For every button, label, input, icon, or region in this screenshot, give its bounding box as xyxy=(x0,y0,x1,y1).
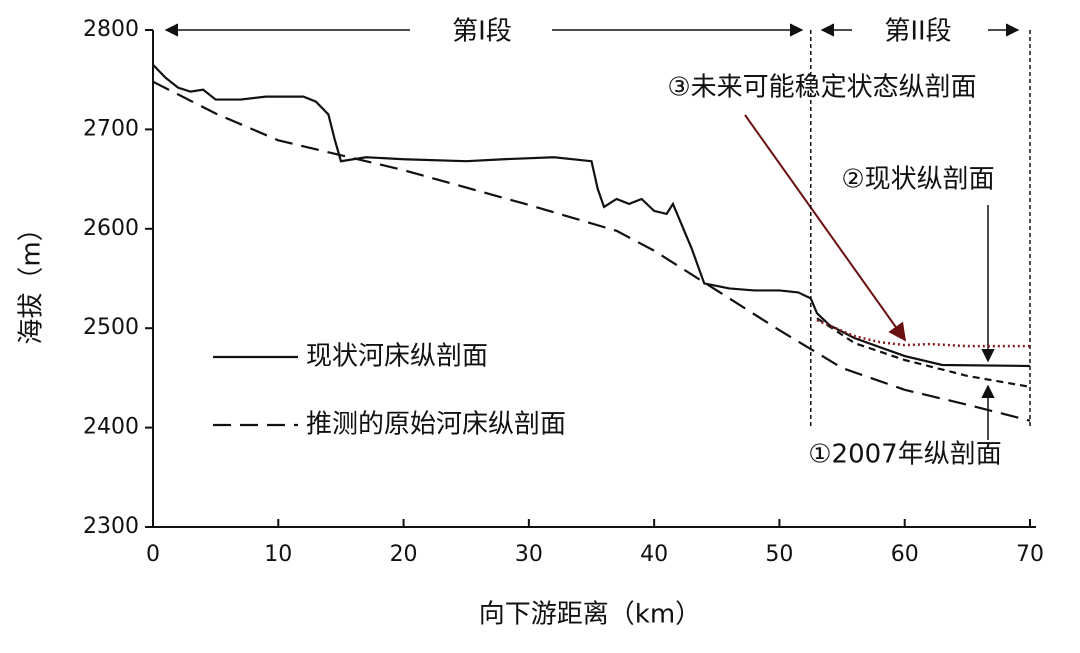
x-tick-label: 0 xyxy=(146,542,160,567)
arrow xyxy=(744,114,907,342)
y-axis-label: 海拔（m） xyxy=(17,215,47,344)
x-tick-label: 10 xyxy=(264,542,292,567)
legend-label: 现状河床纵剖面 xyxy=(306,342,488,372)
annotation: ②现状纵剖面 xyxy=(841,165,994,195)
series-line xyxy=(816,317,1031,388)
series-line xyxy=(816,319,1030,348)
annotation: 第I段 xyxy=(452,17,512,47)
y-tick-label: 2700 xyxy=(83,116,139,141)
series-annotation: ①2007年纵剖面 xyxy=(808,440,1001,470)
x-tick-label: 70 xyxy=(1016,542,1044,567)
y-tick-label: 2400 xyxy=(83,415,139,440)
x-tick-label: 30 xyxy=(515,542,543,567)
x-axis-label: 向下游距离（km） xyxy=(479,600,701,630)
legend-label: 推测的原始河床纵剖面 xyxy=(306,410,566,440)
x-tick-label: 40 xyxy=(640,542,668,567)
series-line xyxy=(152,64,1031,368)
y-tick-label: 2600 xyxy=(83,216,139,241)
series-line xyxy=(152,80,1031,422)
x-tick-label: 50 xyxy=(765,542,793,567)
annotation: 第II段 xyxy=(884,17,951,47)
y-tick-label: 2300 xyxy=(83,514,139,539)
y-tick-label: 2800 xyxy=(83,17,139,42)
series-annotation: ③未来可能稳定状态纵剖面 xyxy=(667,73,976,103)
y-tick-label: 2500 xyxy=(83,315,139,340)
x-tick-label: 60 xyxy=(891,542,919,567)
x-tick-label: 20 xyxy=(390,542,418,567)
